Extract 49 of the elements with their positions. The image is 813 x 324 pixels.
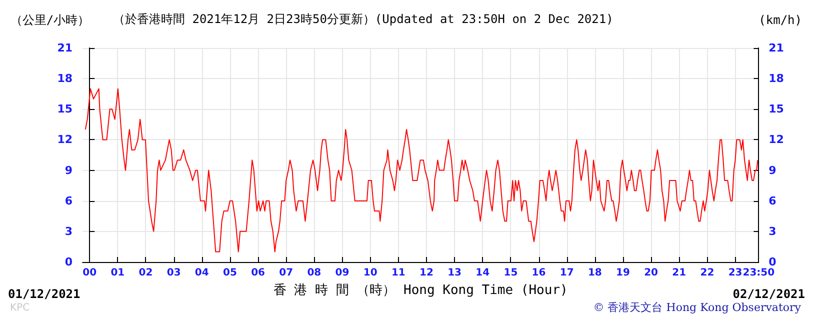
text: 02/12/2021 bbox=[732, 287, 806, 301]
x-tick-label: 16 bbox=[532, 268, 546, 278]
x-tick-label: 15 bbox=[504, 268, 518, 278]
x-tick-label: 10 bbox=[363, 268, 378, 278]
y2-tick-label: 6 bbox=[768, 194, 777, 208]
y2-tick-label: 18 bbox=[768, 72, 784, 86]
y2-tick-label: 15 bbox=[768, 102, 784, 116]
y2-axis-title: (km/h) bbox=[758, 13, 802, 27]
x-tick-label: 11 bbox=[391, 268, 406, 278]
text: © 香港天文台 Hong Kong Observatory bbox=[593, 301, 802, 314]
x-tick-label: 09 bbox=[335, 268, 350, 278]
y-tick-label: 0 bbox=[64, 256, 73, 268]
x-tick-label: 23 bbox=[728, 268, 742, 278]
x-tick-label: 12 bbox=[420, 268, 434, 278]
y2-tick-label: 12 bbox=[768, 133, 784, 146]
y-tick-label: 9 bbox=[64, 164, 73, 177]
x-tick-label: 01 bbox=[110, 268, 125, 278]
x-tick-label: 06 bbox=[251, 268, 266, 278]
x-tick-label: 07 bbox=[279, 268, 294, 278]
x-tick-label: 18 bbox=[588, 268, 602, 278]
text: 01/12/2021 bbox=[8, 287, 80, 301]
x-tick-label: 14 bbox=[476, 268, 490, 278]
x-tick-label: 04 bbox=[194, 268, 209, 278]
y2-tick-label: 3 bbox=[768, 224, 776, 238]
y-tick-label: 18 bbox=[57, 72, 73, 86]
y-tick-label: 15 bbox=[57, 102, 73, 116]
x-tick-label: 17 bbox=[560, 268, 574, 278]
x-tick-label: 23:50 bbox=[742, 268, 775, 278]
y-tick-label: 21 bbox=[57, 42, 73, 54]
y2-tick-label: 21 bbox=[768, 42, 784, 54]
x-tick-label: 05 bbox=[222, 268, 237, 278]
x-tick-label: 22 bbox=[700, 268, 714, 278]
x-tick-label: 20 bbox=[644, 268, 658, 278]
y-tick-label: 3 bbox=[64, 224, 73, 238]
chart-title: （於香港時間 2021年12月 2日23時50分更新）(Updated at 23:50H on 2 Dec 2021) bbox=[113, 12, 614, 26]
x-tick-label: 03 bbox=[166, 268, 181, 278]
x-tick-label: 08 bbox=[307, 268, 322, 278]
y-axis-title: （公里/小時） bbox=[10, 13, 90, 27]
x-axis-title: 香 港 時 間 （時） Hong Kong Time (Hour) bbox=[273, 283, 568, 298]
x-tick-label: 02 bbox=[138, 268, 153, 278]
x-tick-label: 21 bbox=[672, 268, 686, 278]
y2-tick-label: 9 bbox=[768, 164, 776, 177]
y-tick-label: 12 bbox=[57, 133, 73, 146]
x-tick-label: 19 bbox=[616, 268, 630, 278]
x-tick-label: 13 bbox=[448, 268, 462, 278]
y2-tick-label: 0 bbox=[768, 256, 777, 268]
x-tick-label: 00 bbox=[82, 268, 97, 278]
line-series bbox=[84, 88, 758, 252]
y-tick-label: 6 bbox=[64, 194, 73, 208]
